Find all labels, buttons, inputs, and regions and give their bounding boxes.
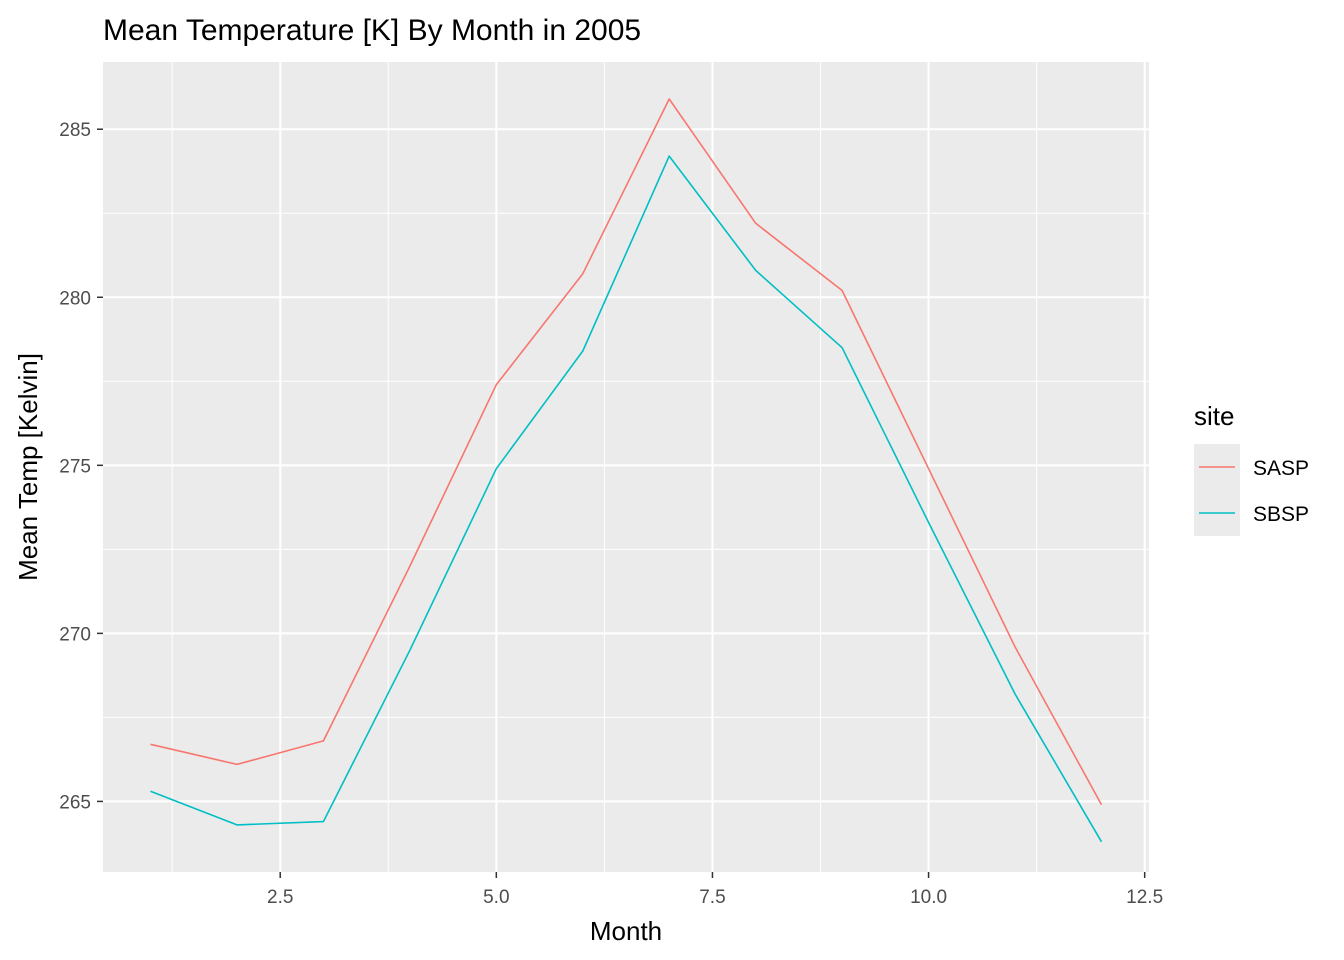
series-lines (150, 98, 1103, 843)
x-tick-label: 5.0 (483, 887, 509, 908)
legend: site SASP SBSP (1194, 401, 1309, 536)
y-tick-label: 275 (59, 456, 91, 477)
x-axis: 2.5 5.0 7.5 10.0 12.5 (267, 872, 1163, 908)
series-line-sasp (150, 98, 1103, 806)
x-tick-label: 12.5 (1126, 887, 1163, 908)
x-axis-label: Month (590, 916, 662, 946)
y-tick-label: 285 (59, 120, 91, 141)
plot-panel (103, 62, 1149, 872)
chart-title: Mean Temperature [K] By Month in 2005 (103, 14, 641, 47)
x-tick-label: 7.5 (699, 887, 725, 908)
y-tick-label: 265 (59, 792, 91, 813)
x-tick-label: 10.0 (910, 887, 947, 908)
x-tick-label: 2.5 (267, 887, 293, 908)
legend-label-sasp: SASP (1253, 457, 1309, 480)
y-tick-label: 270 (59, 624, 91, 645)
y-axis-label: Mean Temp [Kelvin] (13, 353, 43, 581)
y-tick-label: 280 (59, 288, 91, 309)
grid-minor (103, 62, 1149, 872)
y-axis: 265 270 275 280 285 (59, 120, 103, 813)
legend-label-sbsp: SBSP (1253, 503, 1309, 526)
legend-title: site (1194, 401, 1234, 431)
series-line-sbsp (150, 155, 1103, 843)
